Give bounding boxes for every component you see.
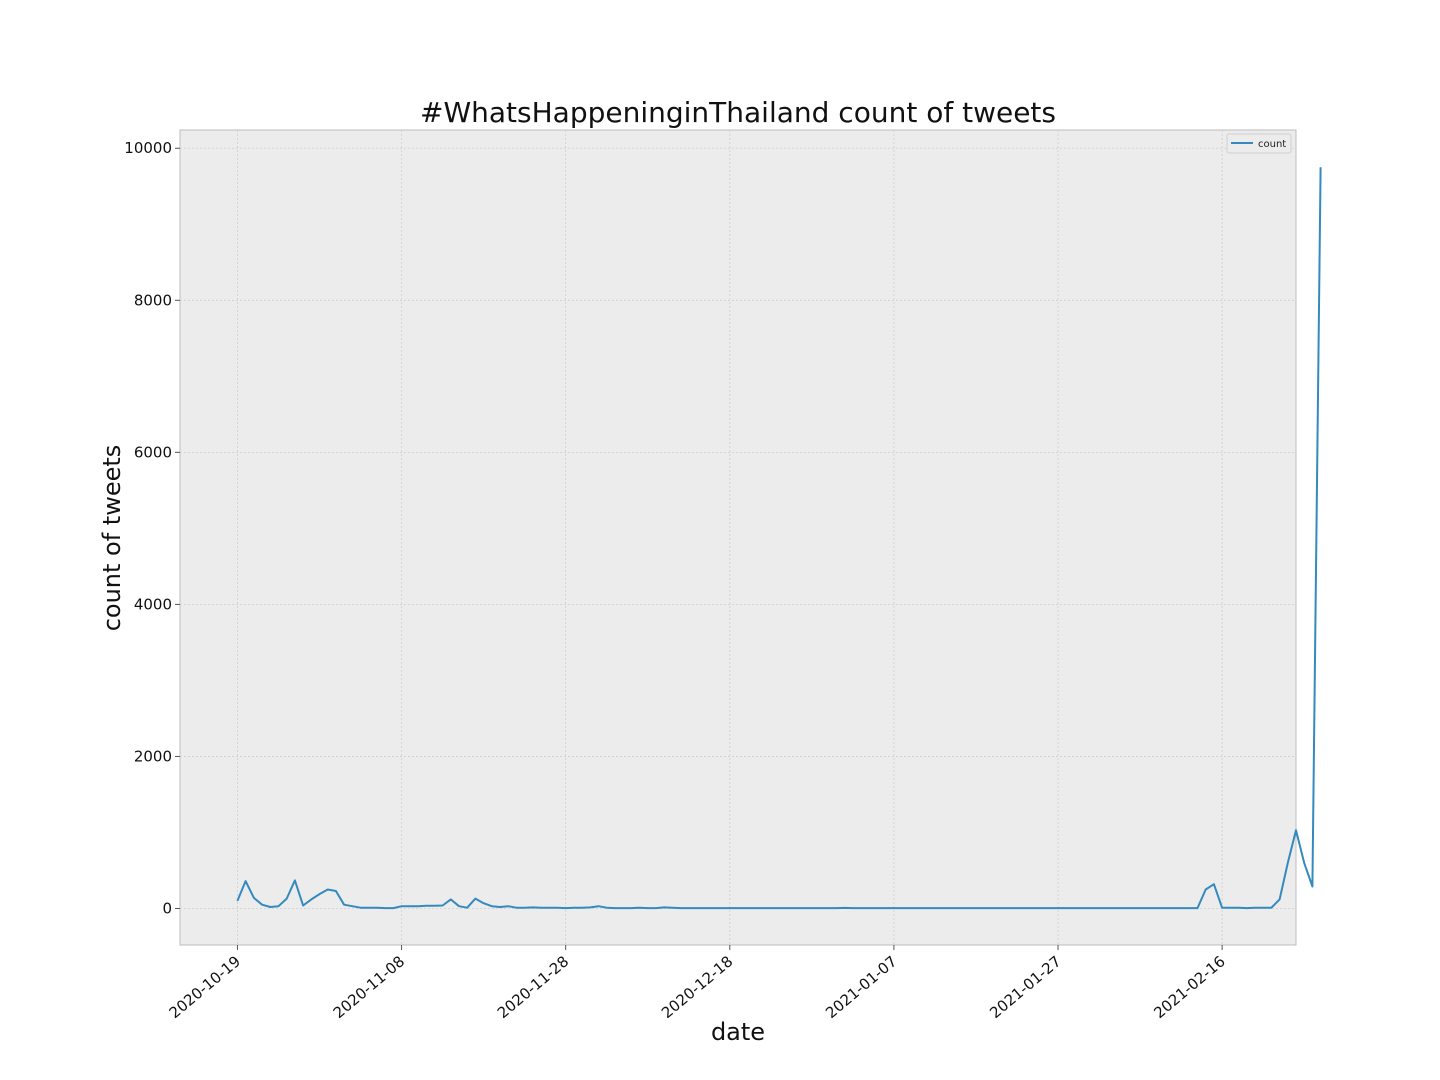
x-axis-ticks: 2020-10-19 2020-11-08 2020-11-28 2020-12-18… [166,945,1229,1022]
plot-background [179,129,1297,946]
y-tick-label: 0 [162,900,172,918]
legend-label-count: count [1258,139,1286,150]
x-tick-label: 2020-10-19 [166,952,244,1022]
y-axis-ticks: 0 2000 4000 6000 8000 10000 [124,139,180,918]
x-tick-label: 2020-11-28 [494,952,572,1022]
chart-title: #WhatsHappeninginThailand count of tweet… [420,96,1056,129]
y-tick-label: 10000 [124,139,172,157]
y-tick-label: 6000 [134,443,172,461]
x-tick-label: 2021-01-07 [822,952,900,1022]
x-axis-label: date [711,1018,765,1046]
x-tick-label: 2021-01-27 [986,952,1064,1022]
legend-box [1226,133,1292,154]
x-tick-label: 2020-12-18 [658,952,736,1022]
y-tick-label: 4000 [134,595,172,613]
legend: count [1226,133,1292,154]
y-tick-label: 8000 [134,291,172,309]
x-tick-label: 2021-02-16 [1150,952,1228,1022]
x-tick-label: 2020-11-08 [330,952,408,1022]
y-tick-label: 2000 [134,747,172,765]
series-line-count [236,167,1322,910]
y-axis-label: count of tweets [98,445,126,632]
